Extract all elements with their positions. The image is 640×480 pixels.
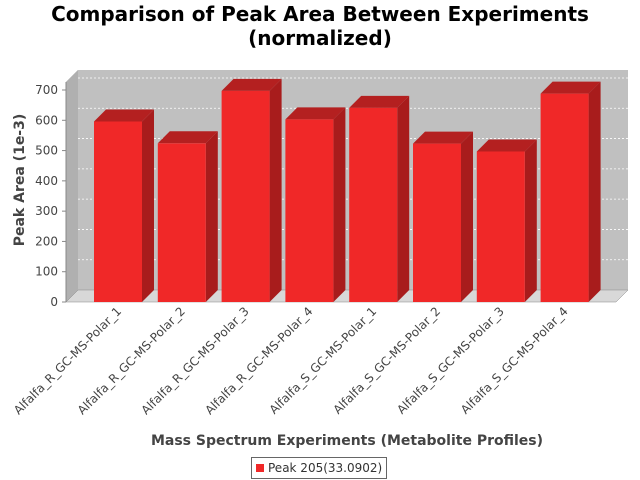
bar-top — [221, 78, 282, 91]
y-tick-label: 300 — [35, 204, 58, 218]
y-tick-label: 200 — [35, 234, 58, 248]
bar — [349, 95, 410, 303]
bar — [540, 81, 601, 303]
bar-top — [94, 109, 154, 122]
x-tick-label: Alfalfa_R_GC-MS-Polar_2 — [75, 304, 188, 417]
bar-top — [540, 81, 601, 94]
y-axis: 0 100 200 300 400 500 600 700 — [35, 82, 67, 309]
bar — [94, 109, 154, 302]
bar-side — [397, 95, 410, 303]
bar-side — [269, 78, 282, 302]
y-tick-label: 0 — [50, 295, 58, 309]
bar-front — [540, 93, 589, 303]
bar — [157, 131, 218, 302]
bar-side — [461, 131, 473, 302]
legend-swatch — [256, 464, 264, 472]
chart-title-line-2: (normalized) — [248, 26, 392, 50]
bar — [476, 139, 537, 302]
bar — [413, 131, 473, 302]
x-tick-label: Alfalfa_S_GC-MS-Polar_3 — [394, 304, 507, 417]
chart-title: Comparison of Peak Area Between Experime… — [0, 2, 640, 50]
x-tick-label: Alfalfa_R_GC-MS-Polar_4 — [202, 304, 315, 417]
x-tick-label: Alfalfa_R_GC-MS-Polar_1 — [11, 304, 124, 417]
y-tick-label: 400 — [35, 174, 58, 188]
bar-side — [588, 81, 601, 303]
plot-left-wall — [66, 70, 78, 302]
bar-front — [157, 143, 206, 302]
bars — [94, 78, 601, 303]
x-tick-label: Alfalfa_S_GC-MS-Polar_4 — [458, 304, 571, 417]
bar-side — [524, 139, 537, 302]
y-tick-label: 700 — [35, 83, 58, 97]
bar-front — [349, 107, 398, 303]
chart-title-line-1: Comparison of Peak Area Between Experime… — [51, 2, 589, 26]
bar-front — [221, 90, 270, 302]
y-tick-label: 100 — [35, 265, 58, 279]
x-tick-label: Alfalfa_R_GC-MS-Polar_3 — [139, 304, 252, 417]
x-axis: Alfalfa_R_GC-MS-Polar_1Alfalfa_R_GC-MS-P… — [11, 304, 571, 417]
bar-side — [333, 107, 346, 303]
y-axis-title: Peak Area (1e-3) — [12, 114, 28, 247]
bar-top — [285, 107, 346, 120]
bar-front — [413, 143, 461, 302]
bar — [285, 107, 346, 303]
bar-top — [157, 131, 218, 144]
bar-top — [349, 95, 410, 108]
bar-top — [413, 131, 473, 144]
y-tick-label: 500 — [35, 144, 58, 158]
bar-front — [285, 119, 334, 303]
x-tick-label: Alfalfa_S_GC-MS-Polar_2 — [330, 304, 443, 417]
bar-top — [476, 139, 537, 152]
bar-front — [476, 151, 525, 302]
y-tick-label: 600 — [35, 113, 58, 127]
legend-label: Peak 205(33.0902) — [268, 461, 383, 475]
bar-front — [94, 121, 142, 302]
x-axis-title: Mass Spectrum Experiments (Metabolite Pr… — [151, 433, 543, 449]
bar — [221, 78, 282, 302]
legend: Peak 205(33.0902) — [251, 457, 388, 479]
bar-side — [205, 131, 218, 302]
bar-side — [142, 109, 154, 302]
x-tick-label: Alfalfa_S_GC-MS-Polar_1 — [267, 304, 380, 417]
